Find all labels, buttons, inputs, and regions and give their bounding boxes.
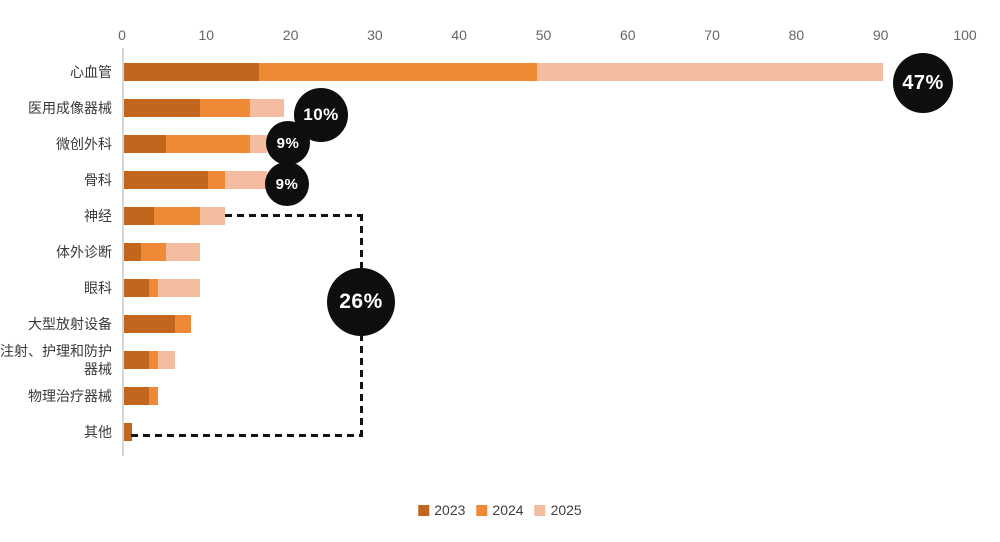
x-axis-tick-label: 30 — [367, 27, 383, 43]
bar-segment-2024 — [166, 135, 251, 153]
x-axis-tick-label: 70 — [704, 27, 720, 43]
category-label: 神经 — [84, 207, 112, 224]
bar-segment-2023 — [124, 279, 150, 297]
bar-segment-2023 — [124, 99, 200, 117]
legend-swatch-2024-icon — [476, 504, 488, 516]
percentage-badge: 9% — [266, 121, 310, 165]
bar-segment-2024 — [153, 207, 200, 225]
bar-segment-2023 — [124, 423, 133, 441]
bar-segment-2024 — [174, 315, 192, 333]
legend-item-2025: 2025 — [534, 502, 582, 518]
bar-segment-2024 — [208, 171, 226, 189]
x-axis-tick-label: 80 — [788, 27, 805, 43]
legend-label-2025: 2025 — [550, 502, 582, 518]
group-dashed-connector — [225, 213, 362, 217]
legend-item-2024: 2024 — [476, 502, 524, 518]
bar-segment-2023 — [124, 351, 150, 369]
bar-segment-2023 — [124, 171, 209, 189]
x-axis-tick-label: 10 — [198, 27, 215, 43]
category-label: 医用成像器械 — [28, 99, 112, 116]
category-label: 大型放射设备 — [28, 315, 112, 332]
category-label: 体外诊断 — [56, 243, 112, 260]
legend-label-2023: 2023 — [434, 502, 466, 518]
category-label: 物理治疗器械 — [28, 387, 112, 404]
bar-segment-2025 — [225, 171, 268, 189]
bar-segment-2023 — [124, 243, 141, 261]
percentage-badge: 47% — [893, 53, 953, 113]
category-label: 微创外科 — [56, 135, 112, 152]
x-axis-tick-label: 40 — [451, 27, 467, 43]
x-axis-tick-label: 50 — [535, 27, 552, 43]
legend: 2023 2024 2025 — [418, 502, 582, 518]
category-label: 心血管 — [70, 63, 112, 80]
bar-segment-2024 — [149, 351, 158, 369]
bar-segment-2025 — [250, 99, 285, 117]
percentage-badge: 26% — [327, 268, 395, 336]
x-axis-tick-label: 60 — [620, 27, 636, 43]
bar-segment-2025 — [157, 351, 175, 369]
bar-segment-2025 — [157, 279, 200, 297]
x-axis-tick-label: 0 — [118, 27, 126, 43]
bar-segment-2025 — [199, 207, 226, 225]
category-label: 骨科 — [84, 171, 112, 188]
bar-segment-2023 — [124, 387, 150, 405]
bar-segment-2024 — [149, 387, 158, 405]
bar-segment-2024 — [149, 279, 158, 297]
bar-segment-2023 — [124, 315, 175, 333]
category-label: 注射、护理和防护器械 — [0, 342, 112, 377]
bar-segment-2025 — [166, 243, 200, 261]
bar-segment-2024 — [140, 243, 167, 261]
x-axis-tick-label: 20 — [282, 27, 299, 43]
bar-segment-2025 — [250, 135, 268, 153]
category-label: 其他 — [84, 423, 112, 440]
percentage-badge: 9% — [265, 162, 309, 206]
bar-segment-2024 — [258, 63, 538, 81]
legend-label-2024: 2024 — [492, 502, 524, 518]
percentage-badge: 10% — [294, 88, 348, 142]
group-dashed-connector — [131, 433, 361, 437]
bar-segment-2024 — [199, 99, 251, 117]
legend-swatch-2025-icon — [534, 504, 546, 516]
bar-segment-2023 — [124, 135, 167, 153]
category-label: 眼科 — [84, 279, 112, 296]
bar-segment-2023 — [124, 207, 154, 225]
x-axis-tick-label: 90 — [872, 27, 889, 43]
legend-swatch-2023-icon — [418, 504, 430, 516]
legend-item-2023: 2023 — [418, 502, 465, 518]
x-axis-tick-label: 100 — [953, 27, 977, 43]
bar-segment-2023 — [124, 63, 259, 81]
y-axis-line — [122, 48, 124, 456]
bar-segment-2025 — [537, 63, 883, 81]
